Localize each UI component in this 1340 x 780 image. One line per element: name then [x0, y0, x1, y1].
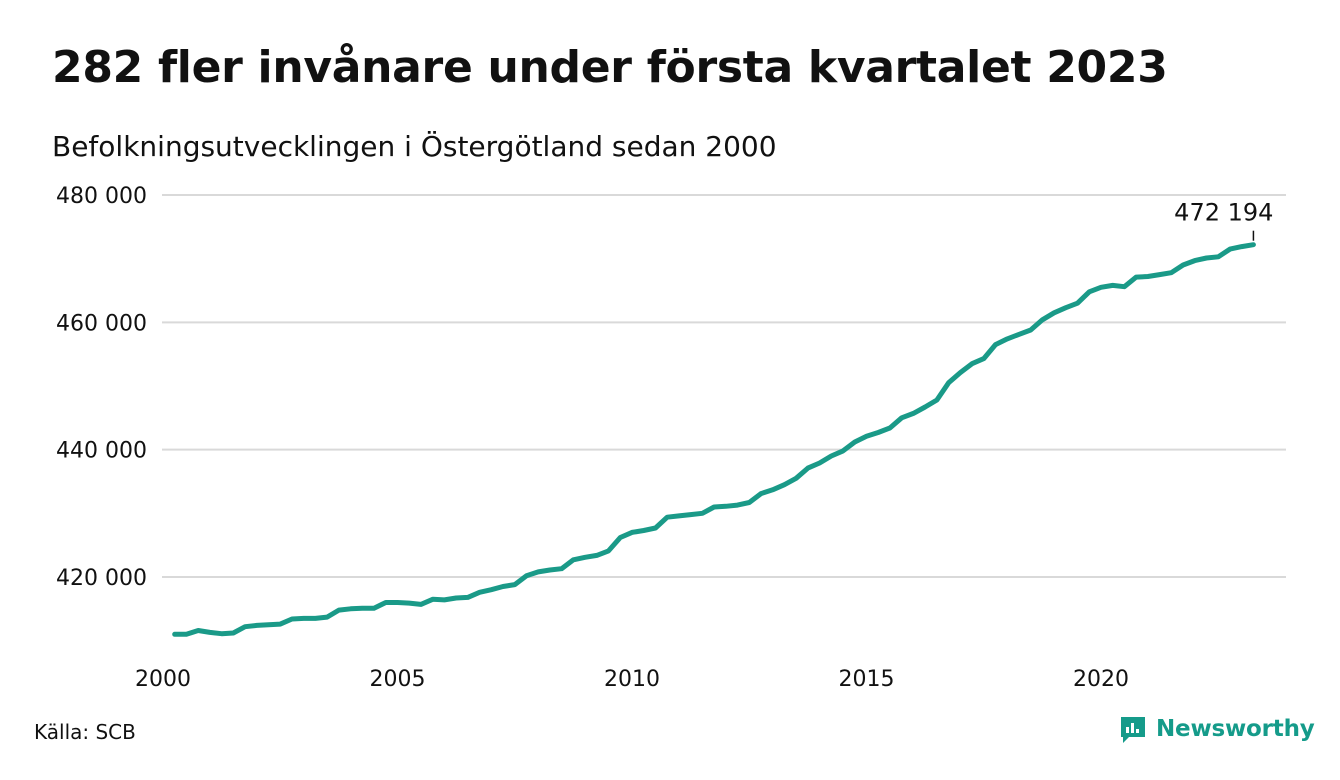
brand-name: Newsworthy [1156, 716, 1315, 742]
annotation-label: 472 194 [1174, 199, 1273, 227]
y-tick-label: 460 000 [56, 311, 147, 336]
chart-subtitle: Befolkningsutvecklingen i Östergötland s… [52, 130, 777, 163]
newsworthy-logo-icon [1121, 717, 1145, 743]
x-tick-label: 2020 [1073, 667, 1129, 692]
source-note: Källa: SCB [34, 720, 136, 744]
x-tick-label: 2010 [604, 667, 660, 692]
x-tick-label: 2015 [839, 667, 895, 692]
y-tick-label: 420 000 [56, 566, 147, 591]
x-tick-label: 2005 [370, 667, 426, 692]
y-tick-label: 440 000 [56, 439, 147, 464]
chart-title: 282 fler invånare under första kvartalet… [52, 42, 1168, 93]
series-line-0 [172, 242, 1256, 637]
y-tick-label: 480 000 [56, 184, 147, 209]
x-tick-label: 2000 [135, 667, 191, 692]
brand-logo: Newsworthy [1118, 714, 1315, 744]
